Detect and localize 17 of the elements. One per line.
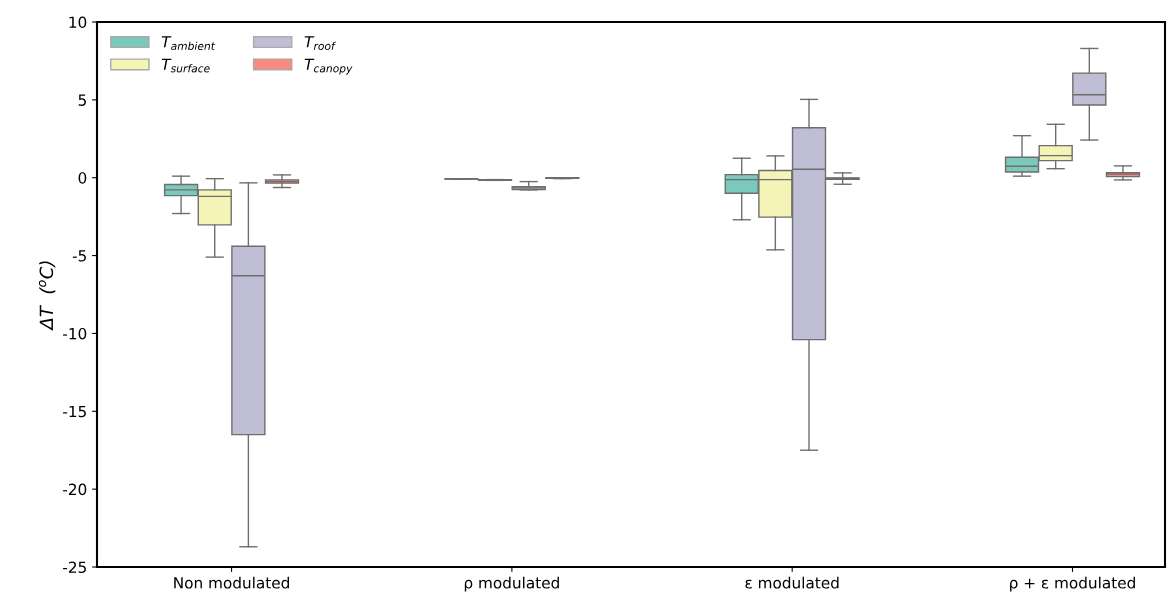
legend-label: T$_{ambient}$ xyxy=(161,36,216,50)
y-tick-label: 10 xyxy=(69,16,87,29)
y-tick-label: -20 xyxy=(63,483,87,496)
y-tick-label: 5 xyxy=(78,94,86,106)
legend-label: T$_{roof}$ xyxy=(304,36,337,50)
x-tick-label: ε modulated xyxy=(745,576,839,589)
y-tick-label: -15 xyxy=(63,405,86,418)
x-tick-label: ρ + ε modulated xyxy=(1010,576,1135,592)
y-axis-title: ΔT ($^{o}$C) xyxy=(38,261,56,331)
y-tick-label: -25 xyxy=(63,561,86,574)
legend-label: T$_{surface}$ xyxy=(161,58,210,73)
x-tick-label: Non modulated xyxy=(174,576,289,589)
legend-label: T$_{canopy}$ xyxy=(304,58,353,75)
y-tick-label: -10 xyxy=(63,327,87,340)
y-tick-label: 0 xyxy=(78,172,87,184)
x-tick-label: ρ modulated xyxy=(464,576,559,592)
y-tick-label: -5 xyxy=(72,250,86,262)
